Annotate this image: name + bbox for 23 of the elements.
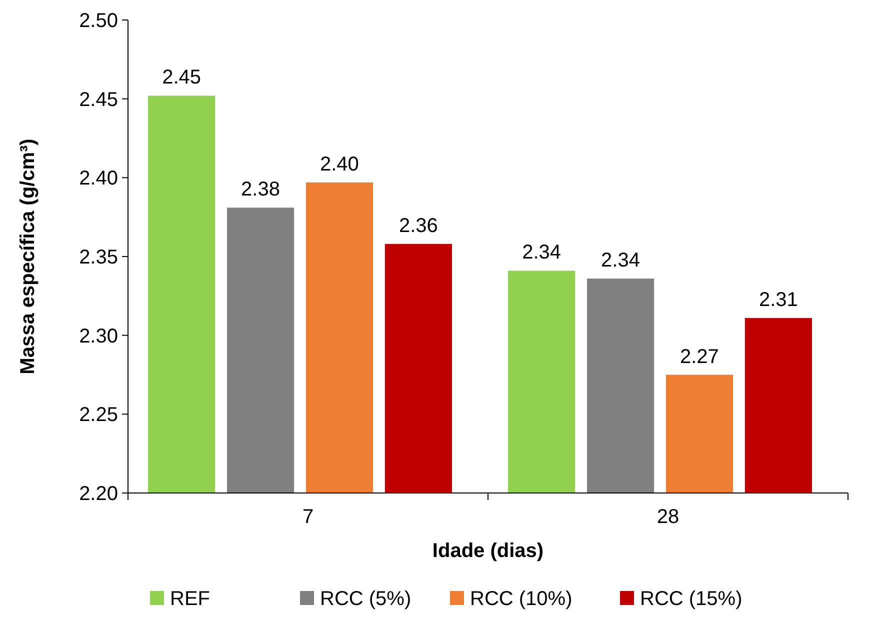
- y-tick-label: 2.35: [79, 246, 118, 268]
- y-tick-label: 2.45: [79, 88, 118, 111]
- legend-label: RCC (5%): [320, 588, 412, 610]
- y-axis-title: Massa específica (g/cm³): [17, 138, 39, 374]
- x-axis-title: Idade (dias): [432, 540, 544, 562]
- y-tick-label: 2.40: [79, 168, 118, 190]
- y-tick-label: 2.20: [79, 483, 118, 505]
- x-tick-label: 28: [656, 506, 680, 528]
- y-tick-label: 2.30: [79, 325, 118, 348]
- data-label: 2.34: [522, 242, 562, 264]
- y-tick-label: 2.25: [79, 404, 118, 426]
- legend-label: RCC (15%): [640, 588, 742, 610]
- data-label: 2.34: [601, 250, 640, 272]
- data-label: 2.36: [398, 214, 438, 237]
- data-label: 2.38: [241, 178, 280, 201]
- legend-label: RCC (10%): [470, 588, 572, 610]
- y-tick-label: 2.50: [79, 10, 118, 32]
- data-label: 2.45: [162, 66, 202, 89]
- data-label: 2.27: [680, 346, 719, 368]
- data-label: 2.40: [320, 153, 359, 176]
- data-label: 2.31: [758, 288, 798, 311]
- legend-label: REF: [170, 588, 210, 610]
- x-tick-label: 7: [302, 506, 314, 528]
